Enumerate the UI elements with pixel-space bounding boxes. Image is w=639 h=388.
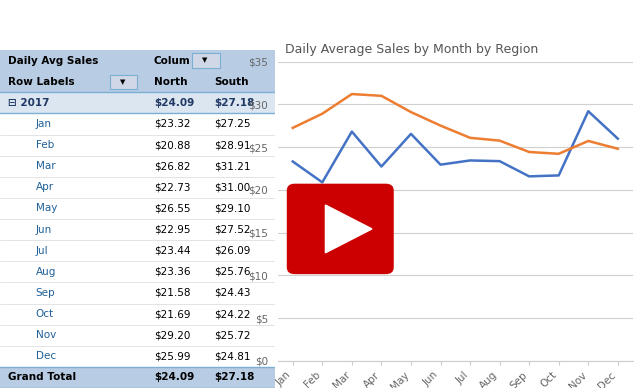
Text: Nov: Nov <box>36 330 56 340</box>
FancyBboxPatch shape <box>0 113 275 135</box>
Text: Jul: Jul <box>36 246 49 256</box>
Text: $29.20: $29.20 <box>154 330 190 340</box>
Text: ⊟ 2017: ⊟ 2017 <box>8 98 50 108</box>
Text: Row Labels: Row Labels <box>8 77 75 87</box>
Text: Jun: Jun <box>36 225 52 235</box>
Text: ▼: ▼ <box>202 57 208 64</box>
Text: Grand Total: Grand Total <box>8 372 77 383</box>
Text: $22.73: $22.73 <box>154 182 190 192</box>
Text: Dec: Dec <box>36 351 56 361</box>
Text: $22.95: $22.95 <box>154 225 190 235</box>
Text: $23.44: $23.44 <box>154 246 190 256</box>
FancyBboxPatch shape <box>0 346 275 367</box>
Text: Sep: Sep <box>36 288 56 298</box>
FancyBboxPatch shape <box>0 156 275 177</box>
Text: ▼: ▼ <box>119 79 125 85</box>
Text: $26.09: $26.09 <box>214 246 250 256</box>
Text: $25.99: $25.99 <box>154 351 190 361</box>
FancyBboxPatch shape <box>0 177 275 198</box>
FancyBboxPatch shape <box>110 74 137 89</box>
FancyBboxPatch shape <box>0 198 275 219</box>
Text: $24.81: $24.81 <box>214 351 251 361</box>
Text: $25.72: $25.72 <box>214 330 251 340</box>
FancyBboxPatch shape <box>0 219 275 240</box>
Text: Daily Avg Sales: Daily Avg Sales <box>8 55 98 66</box>
FancyBboxPatch shape <box>192 54 220 68</box>
Text: $26.82: $26.82 <box>154 161 190 171</box>
FancyBboxPatch shape <box>0 50 275 71</box>
Text: North: North <box>154 77 187 87</box>
Text: $27.18: $27.18 <box>214 98 255 108</box>
Text: $23.32: $23.32 <box>154 119 190 129</box>
Text: How to Calculate Daily Averages with Pivot Tables: How to Calculate Daily Averages with Piv… <box>66 16 573 34</box>
Text: $24.22: $24.22 <box>214 309 251 319</box>
Text: $27.18: $27.18 <box>214 372 255 383</box>
Text: Jan: Jan <box>36 119 52 129</box>
Text: May: May <box>36 203 57 213</box>
Text: $31.21: $31.21 <box>214 161 251 171</box>
FancyBboxPatch shape <box>0 135 275 156</box>
Text: Colum: Colum <box>154 55 190 66</box>
FancyBboxPatch shape <box>0 325 275 346</box>
Text: $29.10: $29.10 <box>214 203 250 213</box>
Text: $21.69: $21.69 <box>154 309 190 319</box>
Polygon shape <box>325 205 372 253</box>
Text: $21.58: $21.58 <box>154 288 190 298</box>
Text: $27.25: $27.25 <box>214 119 251 129</box>
Text: South: South <box>214 77 249 87</box>
Text: Apr: Apr <box>36 182 54 192</box>
FancyBboxPatch shape <box>287 184 394 274</box>
Text: $23.36: $23.36 <box>154 267 190 277</box>
Text: Oct: Oct <box>36 309 54 319</box>
Text: $28.91: $28.91 <box>214 140 251 150</box>
FancyBboxPatch shape <box>0 71 275 92</box>
Text: $26.55: $26.55 <box>154 203 190 213</box>
FancyBboxPatch shape <box>0 240 275 261</box>
FancyBboxPatch shape <box>0 282 275 303</box>
Text: $31.00: $31.00 <box>214 182 250 192</box>
FancyBboxPatch shape <box>0 367 275 388</box>
Text: $24.09: $24.09 <box>154 372 194 383</box>
Text: Mar: Mar <box>36 161 56 171</box>
FancyBboxPatch shape <box>0 261 275 282</box>
Text: $27.52: $27.52 <box>214 225 251 235</box>
FancyBboxPatch shape <box>0 92 275 113</box>
FancyBboxPatch shape <box>0 303 275 325</box>
Text: Daily Average Sales by Month by Region: Daily Average Sales by Month by Region <box>285 43 538 56</box>
Text: $24.09: $24.09 <box>154 98 194 108</box>
Text: $20.88: $20.88 <box>154 140 190 150</box>
Text: $25.76: $25.76 <box>214 267 251 277</box>
Text: $24.43: $24.43 <box>214 288 251 298</box>
Text: Feb: Feb <box>36 140 54 150</box>
Text: Aug: Aug <box>36 267 56 277</box>
